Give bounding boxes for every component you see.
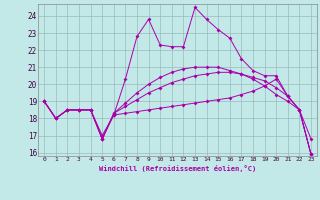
X-axis label: Windchill (Refroidissement éolien,°C): Windchill (Refroidissement éolien,°C)	[99, 165, 256, 172]
